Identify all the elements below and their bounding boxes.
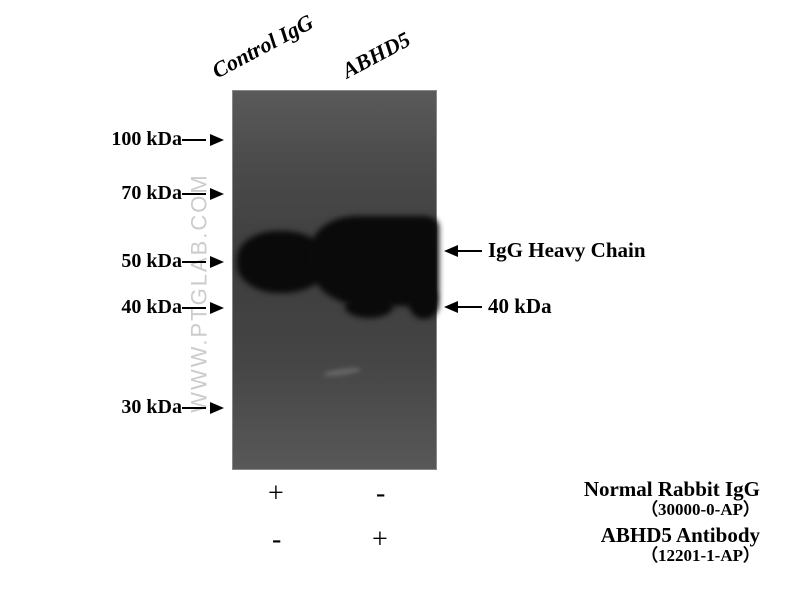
mw-label: 30 kDa <box>92 396 182 419</box>
band-label-40kda: 40 kDa <box>444 294 552 319</box>
watermark-text: WWW.PTGLAB.COM <box>187 173 213 412</box>
arrow-right-icon <box>182 402 224 414</box>
lane-label-abhd5: ABHD5 <box>338 27 415 84</box>
mw-label: 70 kDa <box>92 182 182 205</box>
arrow-right-icon <box>182 256 224 268</box>
mw-marker-30: 30 kDa <box>92 396 224 419</box>
condition-main: ABHD5 Antibody <box>601 524 760 547</box>
lane-label-control: Control IgG <box>208 9 318 84</box>
arrow-left-icon <box>444 245 482 257</box>
mw-label: 40 kDa <box>92 296 182 319</box>
condition-sub: （12201-1-AP） <box>601 547 760 566</box>
mw-marker-70: 70 kDa <box>92 182 224 205</box>
condition-symbol: - <box>272 524 281 556</box>
blot-smudge <box>323 366 361 377</box>
mw-label: 100 kDa <box>92 128 182 151</box>
condition-label-rabbit-igg: Normal Rabbit IgG （30000-0-AP） <box>584 478 760 520</box>
blot-membrane <box>232 90 437 470</box>
condition-sub: （30000-0-AP） <box>584 501 760 520</box>
condition-symbol: + <box>372 524 388 556</box>
mw-marker-40: 40 kDa <box>92 296 224 319</box>
arrow-right-icon <box>182 188 224 200</box>
arrow-right-icon <box>182 134 224 146</box>
mw-marker-100: 100 kDa <box>92 128 224 151</box>
mw-label: 50 kDa <box>92 250 182 273</box>
band-label-text: 40 kDa <box>488 294 552 319</box>
figure-container: WWW.PTGLAB.COM Control IgG ABHD5 100 kDa… <box>0 0 800 600</box>
arrow-right-icon <box>182 302 224 314</box>
arrow-left-icon <box>444 301 482 313</box>
condition-label-abhd5-antibody: ABHD5 Antibody （12201-1-AP） <box>601 524 760 566</box>
band-label-text: IgG Heavy Chain <box>488 238 646 263</box>
condition-symbol: + <box>268 478 284 510</box>
band-abhd5-target-2 <box>409 289 439 319</box>
band-label-heavy-chain: IgG Heavy Chain <box>444 238 646 263</box>
mw-marker-50: 50 kDa <box>92 250 224 273</box>
band-abhd5-target-1 <box>345 296 393 318</box>
condition-main: Normal Rabbit IgG <box>584 478 760 501</box>
condition-symbol: - <box>376 478 385 510</box>
